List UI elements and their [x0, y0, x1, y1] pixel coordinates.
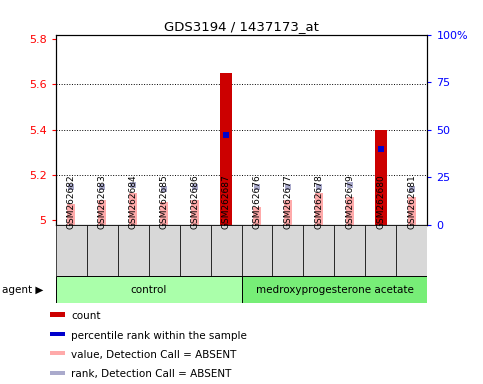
Text: rank, Detection Call = ABSENT: rank, Detection Call = ABSENT: [71, 369, 232, 379]
Bar: [117, 225, 149, 276]
Bar: [242, 276, 427, 303]
Bar: [191, 200, 199, 225]
Text: control: control: [130, 285, 167, 295]
Bar: [149, 225, 180, 276]
Bar: [346, 197, 354, 225]
Bar: [67, 204, 75, 225]
Text: GSM262676: GSM262676: [253, 174, 261, 229]
Bar: [272, 225, 303, 276]
Bar: [253, 207, 261, 225]
Text: GSM262678: GSM262678: [314, 174, 324, 229]
Text: GSM262677: GSM262677: [284, 174, 293, 229]
Bar: [242, 225, 272, 276]
Bar: [50, 351, 66, 356]
Bar: [211, 225, 242, 276]
Title: GDS3194 / 1437173_at: GDS3194 / 1437173_at: [164, 20, 319, 33]
Text: GSM262680: GSM262680: [376, 174, 385, 229]
Text: GSM262685: GSM262685: [159, 174, 169, 229]
Bar: [366, 225, 397, 276]
Bar: [180, 225, 211, 276]
Text: value, Detection Call = ABSENT: value, Detection Call = ABSENT: [71, 350, 237, 360]
Text: GSM262683: GSM262683: [98, 174, 107, 229]
Bar: [375, 130, 387, 225]
Bar: [56, 276, 242, 303]
Bar: [56, 225, 86, 276]
Text: GSM262687: GSM262687: [222, 174, 230, 229]
Text: GSM262686: GSM262686: [190, 174, 199, 229]
Bar: [397, 225, 427, 276]
Text: GSM262681: GSM262681: [408, 174, 416, 229]
Text: GSM262679: GSM262679: [345, 174, 355, 229]
Text: count: count: [71, 311, 101, 321]
Text: GSM262682: GSM262682: [67, 174, 75, 229]
Bar: [98, 200, 106, 225]
Bar: [86, 225, 117, 276]
Bar: [408, 197, 416, 225]
Bar: [334, 225, 366, 276]
Text: agent ▶: agent ▶: [2, 285, 44, 295]
Bar: [284, 200, 292, 225]
Bar: [129, 193, 137, 225]
Text: medroxyprogesterone acetate: medroxyprogesterone acetate: [256, 285, 413, 295]
Bar: [220, 73, 232, 225]
Bar: [50, 312, 66, 317]
Text: GSM262684: GSM262684: [128, 174, 138, 229]
Bar: [160, 202, 168, 225]
Bar: [303, 225, 334, 276]
Bar: [50, 332, 66, 336]
Bar: [315, 193, 323, 225]
Bar: [50, 371, 66, 375]
Text: percentile rank within the sample: percentile rank within the sample: [71, 331, 247, 341]
